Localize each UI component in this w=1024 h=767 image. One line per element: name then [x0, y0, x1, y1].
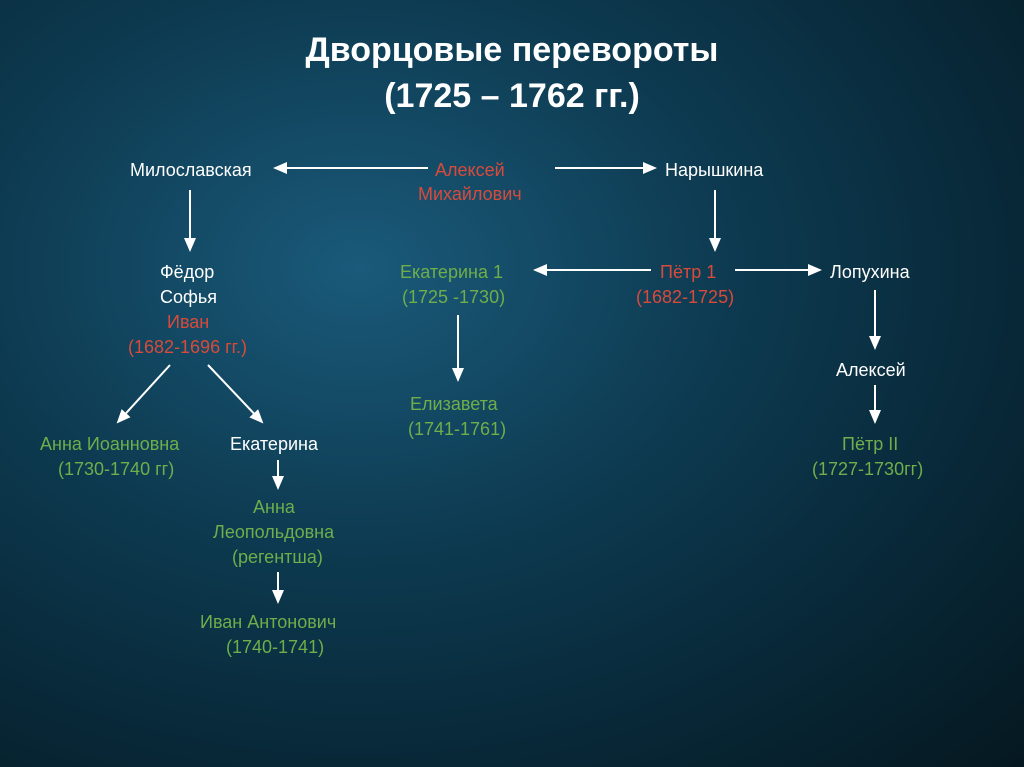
node-pyotr2_name: Пётр II	[842, 432, 898, 456]
node-fyodor: Фёдор	[160, 260, 214, 284]
node-ivan: Иван	[167, 310, 209, 334]
node-mikhailovich: Михайлович	[418, 182, 522, 206]
node-ivan_dates: (1682-1696 гг.)	[128, 335, 247, 359]
node-anna_l3: (регентша)	[232, 545, 323, 569]
node-ekat1_dates: (1725 -1730)	[402, 285, 505, 309]
node-pyotr1_name: Пётр 1	[660, 260, 716, 284]
node-naryshkina: Нарышкина	[665, 158, 763, 182]
node-eliz_name: Елизавета	[410, 392, 498, 416]
node-anna_l1: Анна	[253, 495, 295, 519]
node-anna_i_name: Анна Иоанновна	[40, 432, 179, 456]
node-anna_i_dates: (1730-1740 гг)	[58, 457, 174, 481]
node-eliz_dates: (1741-1761)	[408, 417, 506, 441]
node-ivan_a_dates: (1740-1741)	[226, 635, 324, 659]
node-pyotr1_dates: (1682-1725)	[636, 285, 734, 309]
node-alexey2: Алексей	[836, 358, 906, 382]
title-line1: Дворцовые перевороты	[0, 28, 1024, 74]
node-sofya: Софья	[160, 285, 217, 309]
arrow-9	[118, 365, 170, 422]
node-ivan_a_name: Иван Антонович	[200, 610, 336, 634]
node-ekaterina2: Екатерина	[230, 432, 318, 456]
node-anna_l2: Леопольдовна	[213, 520, 334, 544]
node-ekat1_name: Екатерина 1	[400, 260, 503, 284]
node-lopukhina: Лопухина	[830, 260, 910, 284]
slide-title: Дворцовые перевороты (1725 – 1762 гг.)	[0, 0, 1024, 120]
arrow-10	[208, 365, 262, 422]
title-line2: (1725 – 1762 гг.)	[0, 74, 1024, 120]
node-miloslavskaya: Милославская	[130, 158, 252, 182]
node-pyotr2_dates: (1727-1730гг)	[812, 457, 923, 481]
node-alexey: Алексей	[435, 158, 505, 182]
